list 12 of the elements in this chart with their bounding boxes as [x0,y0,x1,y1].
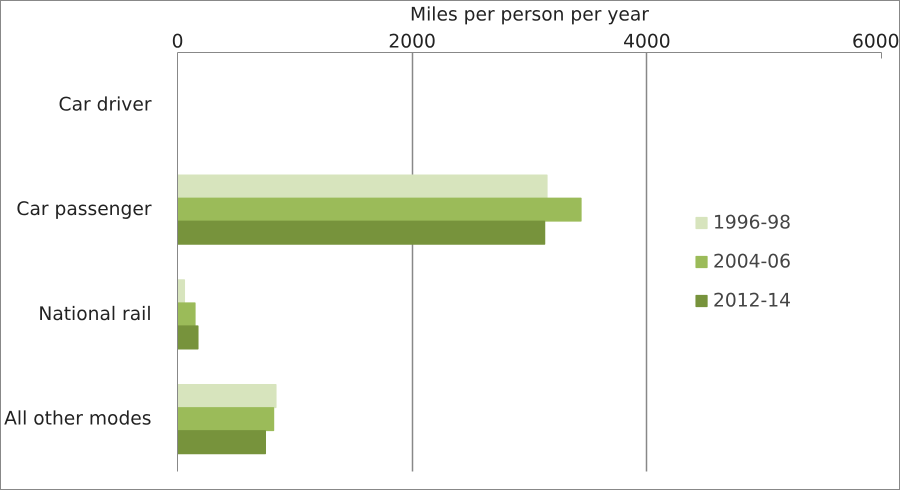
x-tick-label: 0 [172,32,184,52]
y-tick-label: All other modes [4,408,152,430]
x-axis-title: Miles per person per year [410,4,650,26]
legend-label: 1996-98 [713,212,791,233]
x-tick-label: 4000 [623,32,671,52]
y-tick-label: Car driver [58,94,152,116]
legend-label: 2004-06 [713,251,791,272]
y-tick-label: National rail [38,304,152,325]
y-tick-label: Car passenger [16,199,152,220]
legend-label: 2012-14 [713,290,791,311]
x-tick-label: 6000 [852,32,900,52]
x-tick-label: 2000 [388,32,436,52]
